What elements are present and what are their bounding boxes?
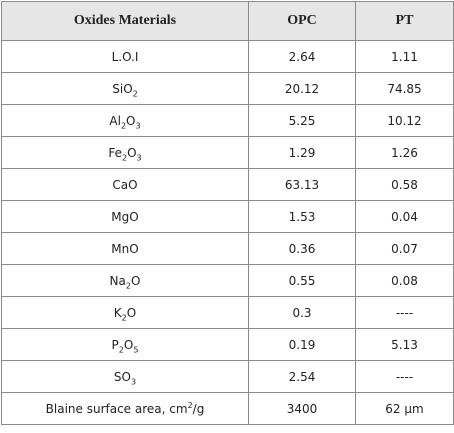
text-part: Na bbox=[109, 273, 126, 288]
value-cell: 1.53 bbox=[248, 200, 356, 233]
subscript: 2 bbox=[120, 120, 127, 130]
material-cell: Blaine surface area, cm2/g bbox=[1, 392, 249, 425]
value-cell: 2.64 bbox=[248, 40, 356, 73]
table-row: Blaine surface area, cm2/g 3400 62 µm bbox=[1, 392, 454, 425]
table-body: L.O.I 2.64 1.11 SiO2 20.12 74.85 Al2O3 5.25 10.1… bbox=[1, 40, 454, 425]
text-part: SO bbox=[113, 369, 131, 384]
text-part: SiO bbox=[112, 81, 133, 96]
value-cell: 74.85 bbox=[355, 72, 454, 105]
value-cell: 1.26 bbox=[355, 136, 454, 169]
table-row: MnO 0.36 0.07 bbox=[1, 232, 454, 265]
text-part: L.O.I bbox=[111, 49, 139, 64]
material-cell: Fe2O3 bbox=[1, 136, 249, 169]
material-cell: MgO bbox=[1, 200, 249, 233]
value-cell: 2.54 bbox=[248, 360, 356, 393]
header-cell: Oxides Materials bbox=[1, 1, 249, 41]
material-cell: SO3 bbox=[1, 360, 249, 393]
value-cell: 0.08 bbox=[355, 264, 454, 297]
material-cell: Al2O3 bbox=[1, 104, 249, 137]
value-cell: ---- bbox=[355, 296, 454, 329]
table-row: Fe2O3 1.29 1.26 bbox=[1, 136, 454, 169]
value-cell: 1.29 bbox=[248, 136, 356, 169]
text-part: O bbox=[127, 145, 137, 160]
value-cell: ---- bbox=[355, 360, 454, 393]
superscript: 2 bbox=[187, 400, 193, 410]
text-part: O bbox=[123, 337, 134, 352]
material-cell: MnO bbox=[1, 232, 249, 265]
subscript: 2 bbox=[121, 312, 127, 322]
text-part: MgO bbox=[111, 209, 139, 224]
value-cell: 10.12 bbox=[355, 104, 454, 137]
text-part: K bbox=[113, 305, 122, 320]
value-cell: 5.25 bbox=[248, 104, 356, 137]
table-row: CaO 63.13 0.58 bbox=[1, 168, 454, 201]
subscript: 3 bbox=[135, 120, 141, 130]
table-row: Al2O3 5.25 10.12 bbox=[1, 104, 454, 137]
value-cell: 0.04 bbox=[355, 200, 454, 233]
text-part: Al bbox=[109, 113, 121, 128]
text-part: MnO bbox=[111, 241, 139, 256]
subscript: 5 bbox=[133, 344, 139, 354]
value-cell: 63.13 bbox=[248, 168, 356, 201]
value-cell: 0.58 bbox=[355, 168, 454, 201]
text-part: P bbox=[111, 337, 119, 352]
material-cell: CaO bbox=[1, 168, 249, 201]
material-cell: P2O5 bbox=[1, 328, 249, 361]
subscript: 2 bbox=[118, 344, 124, 354]
subscript: 2 bbox=[122, 152, 128, 162]
text-part: CaO bbox=[112, 177, 138, 192]
value-cell: 0.3 bbox=[248, 296, 356, 329]
header-row: Oxides Materials OPC PT bbox=[1, 1, 454, 41]
table-row: Na2O 0.55 0.08 bbox=[1, 264, 454, 297]
table-row: SiO2 20.12 74.85 bbox=[1, 72, 454, 105]
value-cell: 20.12 bbox=[248, 72, 356, 105]
material-cell: K2O bbox=[1, 296, 249, 329]
text-part: Fe bbox=[108, 145, 122, 160]
value-cell: 0.19 bbox=[248, 328, 356, 361]
value-cell: 3400 bbox=[248, 392, 356, 425]
subscript: 3 bbox=[130, 376, 137, 386]
value-cell: 0.55 bbox=[248, 264, 356, 297]
value-cell: 1.11 bbox=[355, 40, 454, 73]
table-row: L.O.I 2.64 1.11 bbox=[1, 40, 454, 73]
value-cell: 0.07 bbox=[355, 232, 454, 265]
oxides-table: Oxides Materials OPC PT L.O.I 2.64 1.11 SiO2 2… bbox=[1, 1, 454, 425]
subscript: 2 bbox=[125, 280, 131, 290]
subscript: 2 bbox=[132, 88, 138, 98]
text-part: Blaine surface area, cm bbox=[45, 401, 188, 416]
text-part: O bbox=[130, 273, 141, 288]
table-row: K2O 0.3 ---- bbox=[1, 296, 454, 329]
subscript: 3 bbox=[136, 152, 142, 162]
value-cell: 0.36 bbox=[248, 232, 356, 265]
text-part: /g bbox=[192, 401, 205, 416]
value-cell: 5.13 bbox=[355, 328, 454, 361]
text-part: O bbox=[126, 113, 136, 128]
table-row: MgO 1.53 0.04 bbox=[1, 200, 454, 233]
value-cell: 62 µm bbox=[355, 392, 454, 425]
header-cell: PT bbox=[355, 1, 454, 41]
text-part: O bbox=[126, 305, 137, 320]
header-cell: OPC bbox=[248, 1, 356, 41]
table-row: SO3 2.54 ---- bbox=[1, 360, 454, 393]
material-cell: Na2O bbox=[1, 264, 249, 297]
material-cell: SiO2 bbox=[1, 72, 249, 105]
material-cell: L.O.I bbox=[1, 40, 249, 73]
table-row: P2O5 0.19 5.13 bbox=[1, 328, 454, 361]
